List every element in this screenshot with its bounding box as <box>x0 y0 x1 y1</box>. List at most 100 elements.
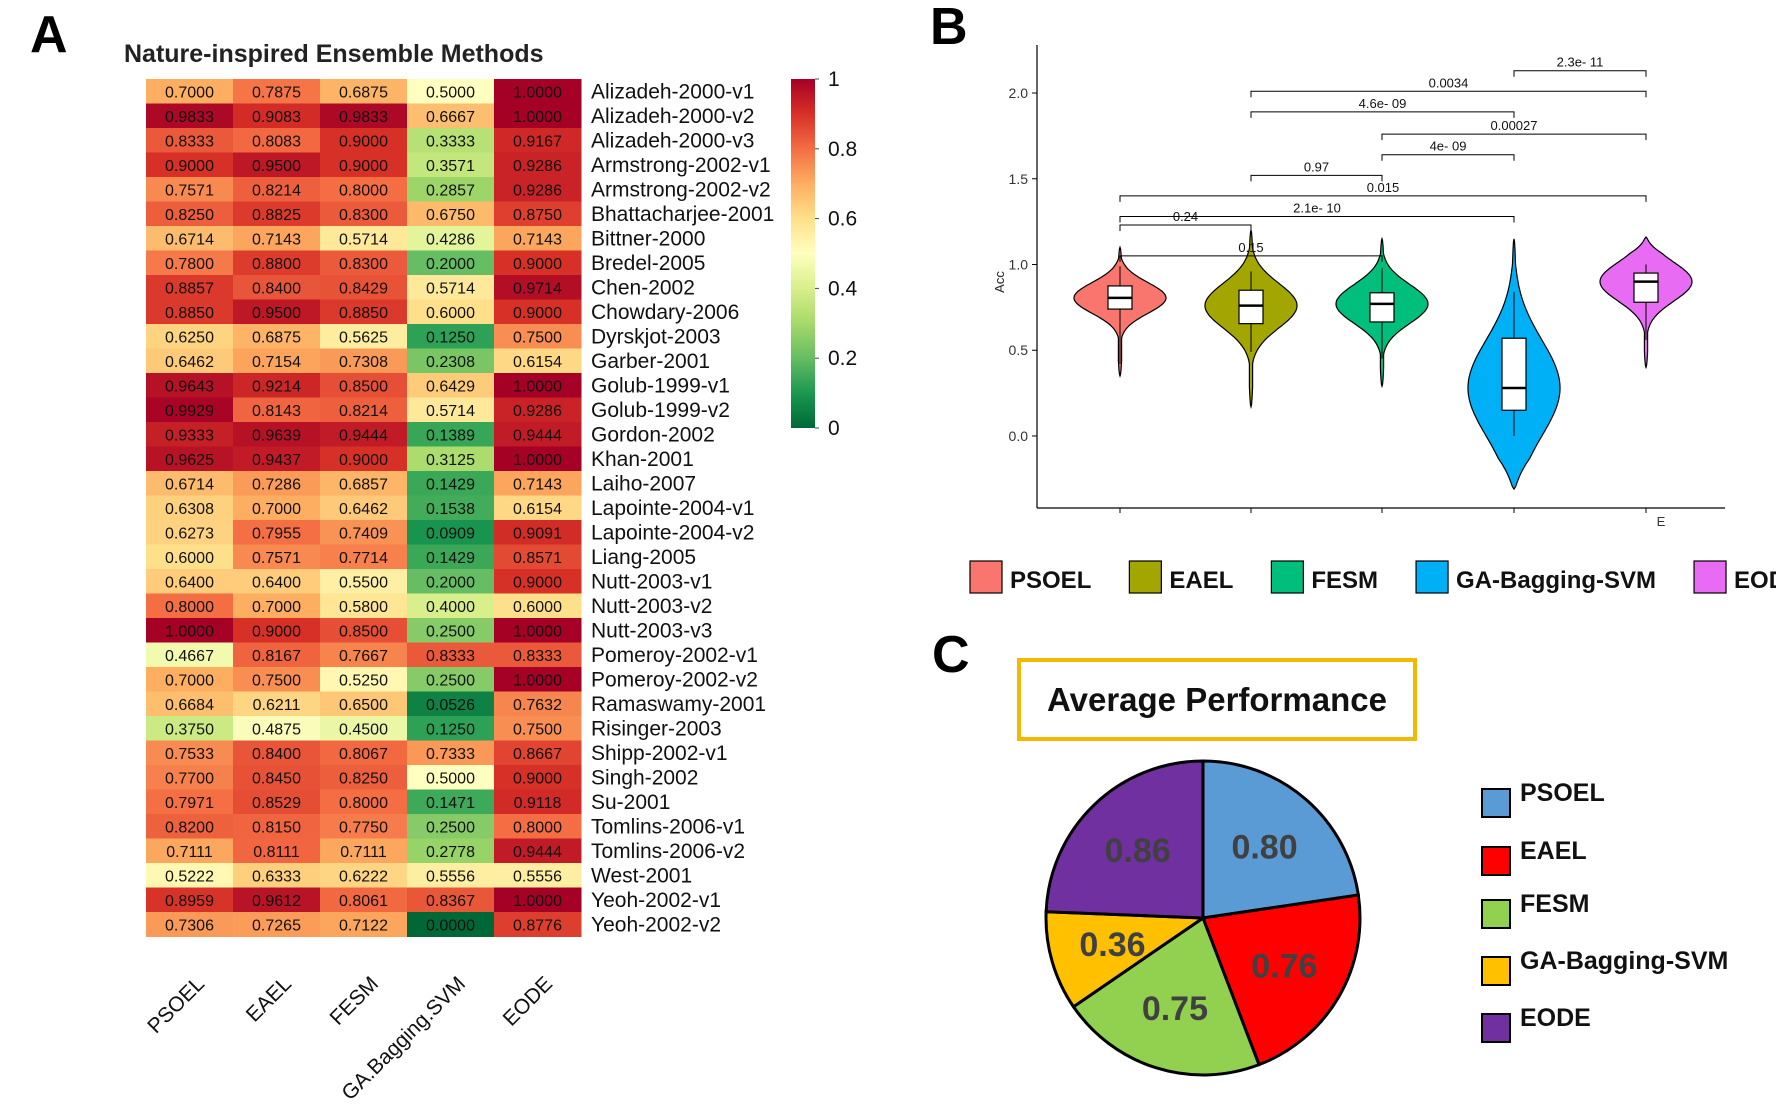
heatmap-row-label: Alizadeh-2000-v1 <box>591 80 754 103</box>
heatmap-cell <box>494 471 582 496</box>
heatmap-cell-value: 0.8825 <box>252 207 301 224</box>
heatmap-cell <box>494 422 582 447</box>
heatmap-cell <box>494 250 582 276</box>
heatmap-row-label: Tomlins-2006-v1 <box>591 815 745 838</box>
heatmap-cell <box>146 128 234 153</box>
heatmap-cell-value: 0.6714 <box>165 231 214 248</box>
significance-bracket <box>1119 224 1252 232</box>
heatmap-cell <box>233 618 321 643</box>
heatmap-cell <box>233 275 321 300</box>
heatmap-cell-value: 0.8367 <box>426 893 475 910</box>
heatmap-cell-value: 0.9444 <box>513 427 562 444</box>
pie-legend-label: PSOEL <box>1520 779 1605 807</box>
heatmap-cell <box>494 299 582 325</box>
heatmap-cell <box>320 397 408 423</box>
heatmap-cell-value: 0.9333 <box>165 427 214 444</box>
heatmap-cell-value: 0.7122 <box>339 917 388 934</box>
violin-legend-swatch <box>969 560 1003 594</box>
heatmap-cell <box>320 250 408 276</box>
heatmap-cell-value: 0.5222 <box>165 868 214 885</box>
heatmap-cell <box>320 79 408 104</box>
heatmap-cell <box>320 299 408 325</box>
pie-slice-label: 0.80 <box>1231 829 1297 867</box>
heatmap-cell-value: 0.8800 <box>252 256 301 273</box>
heatmap-cell-value: 0.7409 <box>339 525 388 542</box>
heatmap-row-label: Lapointe-2004-v2 <box>591 521 754 544</box>
heatmap-row-label: Alizadeh-2000-v2 <box>591 105 754 128</box>
heatmap-row-label: Su-2001 <box>591 791 670 814</box>
panel-letter-c: C <box>932 626 970 684</box>
colorbar-tick-label: 0.8 <box>828 138 857 161</box>
heatmap-cell-value: 0.8429 <box>339 280 388 297</box>
violin-legend-swatch <box>1270 560 1304 594</box>
heatmap-cell-value: 0.8214 <box>252 182 301 199</box>
heatmap-cell <box>146 618 234 643</box>
heatmap-cell-value: 0.4286 <box>426 231 475 248</box>
heatmap-row-label: Tomlins-2006-v2 <box>591 840 745 863</box>
heatmap-cell-value: 0.2500 <box>426 623 475 640</box>
heatmap-cell-value: 0.8111 <box>253 844 300 861</box>
heatmap-cell-value: 0.3125 <box>426 452 475 469</box>
heatmap-cell-value: 0.8333 <box>426 648 475 665</box>
pie-legend-swatch <box>1481 899 1511 929</box>
heatmap-cell-value: 0.6857 <box>339 476 388 493</box>
significance-p-value: 4e- 09 <box>1430 139 1467 154</box>
heatmap-cell <box>320 201 408 227</box>
heatmap-cell <box>407 201 495 227</box>
heatmap-cell-value: 0.7750 <box>339 819 388 836</box>
heatmap-cell-value: 0.8300 <box>339 256 388 273</box>
heatmap-cell-value: 0.9083 <box>252 109 301 126</box>
heatmap-cell-value: 0.9118 <box>514 795 562 812</box>
colorbar-tick-label: 0.2 <box>828 347 857 370</box>
heatmap-cell <box>146 520 234 545</box>
heatmap-cell <box>320 324 408 349</box>
heatmap-cell <box>146 765 234 790</box>
heatmap-cell <box>494 495 582 521</box>
heatmap-cell <box>233 177 321 202</box>
heatmap-cell-value: 0.7143 <box>252 231 301 248</box>
heatmap-cell <box>233 716 321 741</box>
heatmap-cell-value: 0.9639 <box>252 427 301 444</box>
heatmap-cell <box>407 618 495 643</box>
heatmap-cell-value: 0.8143 <box>252 403 301 420</box>
heatmap-cell <box>494 642 582 668</box>
heatmap-cell-value: 0.9000 <box>165 158 214 175</box>
heatmap-cell-value: 0.5800 <box>339 599 388 616</box>
pie-slice <box>1071 915 1261 1077</box>
heatmap-cell <box>233 740 321 766</box>
heatmap-cell-value: 0.9444 <box>513 844 562 861</box>
heatmap-cell-value: 0.8750 <box>513 207 562 224</box>
heatmap-cell <box>146 691 234 717</box>
heatmap-cell <box>233 226 321 251</box>
heatmap-cell-value: 0.6308 <box>165 501 214 518</box>
heatmap-cell <box>320 618 408 643</box>
box-body <box>1501 337 1527 411</box>
violin-y-tick-label: 0.5 <box>1009 342 1029 358</box>
heatmap-cell <box>233 250 321 276</box>
heatmap-cell <box>146 177 234 202</box>
heatmap-cell <box>407 446 495 472</box>
heatmap-cell-value: 1.0000 <box>513 84 562 101</box>
pie-legend-label: EODE <box>1520 1004 1591 1032</box>
heatmap-cell-value: 0.5556 <box>426 868 475 885</box>
heatmap-cell <box>146 373 234 398</box>
heatmap-cell-value: 0.2000 <box>426 256 475 273</box>
heatmap-column-label: EODE <box>499 972 557 1030</box>
heatmap-cell-value: 0.8250 <box>339 770 388 787</box>
heatmap-cell <box>320 838 408 864</box>
heatmap-cell-value: 0.6154 <box>513 354 562 371</box>
heatmap-row-label: Liang-2005 <box>591 546 696 569</box>
box-body <box>1238 289 1264 325</box>
heatmap-cell <box>320 789 408 815</box>
heatmap-row-label: Chowdary-2006 <box>591 301 739 324</box>
heatmap-cell <box>407 544 495 570</box>
heatmap-cell-value: 0.6211 <box>253 697 301 714</box>
heatmap-cell <box>320 642 408 668</box>
heatmap-cell <box>320 103 408 129</box>
heatmap-cell-value: 1.0000 <box>513 378 562 395</box>
heatmap-cell-value: 0.6875 <box>252 329 301 346</box>
heatmap-cell-value: 0.6400 <box>252 574 301 591</box>
heatmap-cell <box>320 593 408 619</box>
heatmap-cell <box>233 691 321 717</box>
heatmap-cell <box>407 128 495 153</box>
